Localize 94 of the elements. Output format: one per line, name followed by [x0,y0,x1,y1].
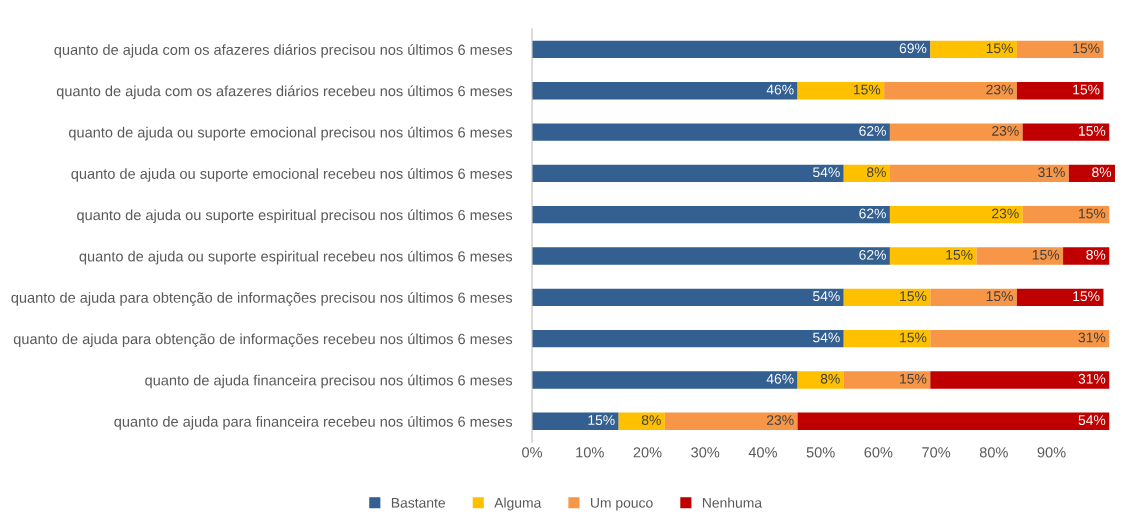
data-label: 15% [986,43,1013,54]
bar [843,371,931,389]
bar [1063,247,1110,265]
data-label: 8% [866,167,886,178]
bar [1022,123,1110,141]
bar [797,412,1110,430]
data-label: 15% [946,249,973,260]
data-label: 8% [1092,167,1112,178]
bar [532,164,844,183]
bar [843,288,931,306]
data-label: 15% [900,332,927,343]
y-tick-label: quanto de ajuda financeira precisou nos últimos 6 meses [145,374,513,389]
data-label: 8% [820,373,840,384]
data-label: 69% [899,43,927,54]
data-label: 23% [986,84,1013,95]
bar [532,329,844,348]
data-label: 15% [1079,126,1106,136]
y-tick-label: quanto de ajuda para financeira recebeu nos últimos 6 meses [114,415,513,430]
data-label: 46% [766,373,794,384]
data-label: 54% [813,167,840,178]
bar [930,371,1110,389]
bar [532,82,798,100]
bar [930,288,1017,306]
legend-label: Alguma [494,497,542,511]
bar [532,412,619,430]
y-tick-label: quanto de ajuda ou suporte emocional recebeu nos últimos 6 meses [71,168,513,182]
legend-label: Um pouco [590,498,653,511]
bar [884,82,1017,100]
y-tick-label: quanto de ajuda para obtenção de informações recebeu nos últimos 6 meses [13,333,513,348]
data-label: 15% [1073,43,1100,54]
data-label: 15% [588,415,615,425]
bar [930,40,1017,59]
legend-label: Bastante [391,498,445,508]
data-label: 62% [859,249,886,260]
bar [532,371,798,389]
bar [843,329,931,348]
bar [532,40,931,59]
data-label: 23% [766,415,794,425]
y-tick-label: quanto de ajuda com os afazeres diários precisou nos últimos 6 meses [54,44,513,58]
data-label: 46% [766,84,794,95]
x-tick-label: 50% [806,447,835,458]
data-label: 8% [1086,249,1106,260]
bar [532,123,890,141]
bar [930,329,1110,348]
y-tick-label: quanto de ajuda com os afazeres diários recebeu nos últimos 6 meses [56,85,513,100]
bar [532,288,844,306]
bar [618,412,665,430]
bar [532,247,890,265]
x-tick-label: 10% [576,447,604,458]
data-label: 54% [813,291,840,302]
x-tick-label: 30% [691,447,720,458]
data-label: 23% [992,125,1019,136]
bar [1016,288,1104,306]
x-tick-label: 70% [922,447,951,458]
data-label: 8% [641,415,661,425]
data-label: 15% [1073,291,1100,302]
bar [1016,82,1104,100]
bar [889,206,1023,224]
x-tick-label: 20% [633,447,662,458]
y-tick-label: quanto de ajuda ou suporte espiritual recebeu nos últimos 6 meses [79,250,513,265]
x-tick-label: 60% [864,447,893,458]
x-tick-label: 90% [1037,447,1066,458]
bar [664,412,798,430]
bar [889,247,977,265]
data-label: 15% [986,291,1013,302]
data-label: 15% [900,373,927,384]
bar [532,206,890,224]
bar [889,164,1069,183]
y-tick-label: quanto de ajuda ou suporte emocional precisou nos últimos 6 meses [68,126,513,141]
y-tick-label: quanto de ajuda para obtenção de informações precisou nos últimos 6 meses [11,291,513,306]
data-label: 54% [1078,415,1106,425]
bar [976,247,1064,265]
bar [889,123,1023,141]
data-label: 31% [1078,332,1106,343]
bar [1022,206,1110,224]
data-label: 23% [992,208,1019,219]
data-label: 54% [813,332,840,343]
data-label: 31% [1038,167,1065,178]
x-tick-label: 80% [979,447,1008,458]
data-label: 15% [1079,208,1106,219]
data-label: 15% [1032,249,1060,260]
data-label: 62% [859,125,886,136]
x-tick-label: 40% [748,447,777,458]
data-label: 15% [853,84,881,95]
data-label: 62% [859,208,886,219]
data-label: 31% [1078,373,1106,384]
y-tick-label: quanto de ajuda ou suporte espiritual precisou nos últimos 6 meses [77,209,513,224]
legend-label: Nenhuma [702,497,763,508]
bar [1016,40,1104,59]
data-label: 15% [900,291,927,302]
bar [797,371,844,389]
bar [797,82,885,100]
data-label: 15% [1073,84,1100,95]
x-tick-label: 0% [522,447,543,458]
